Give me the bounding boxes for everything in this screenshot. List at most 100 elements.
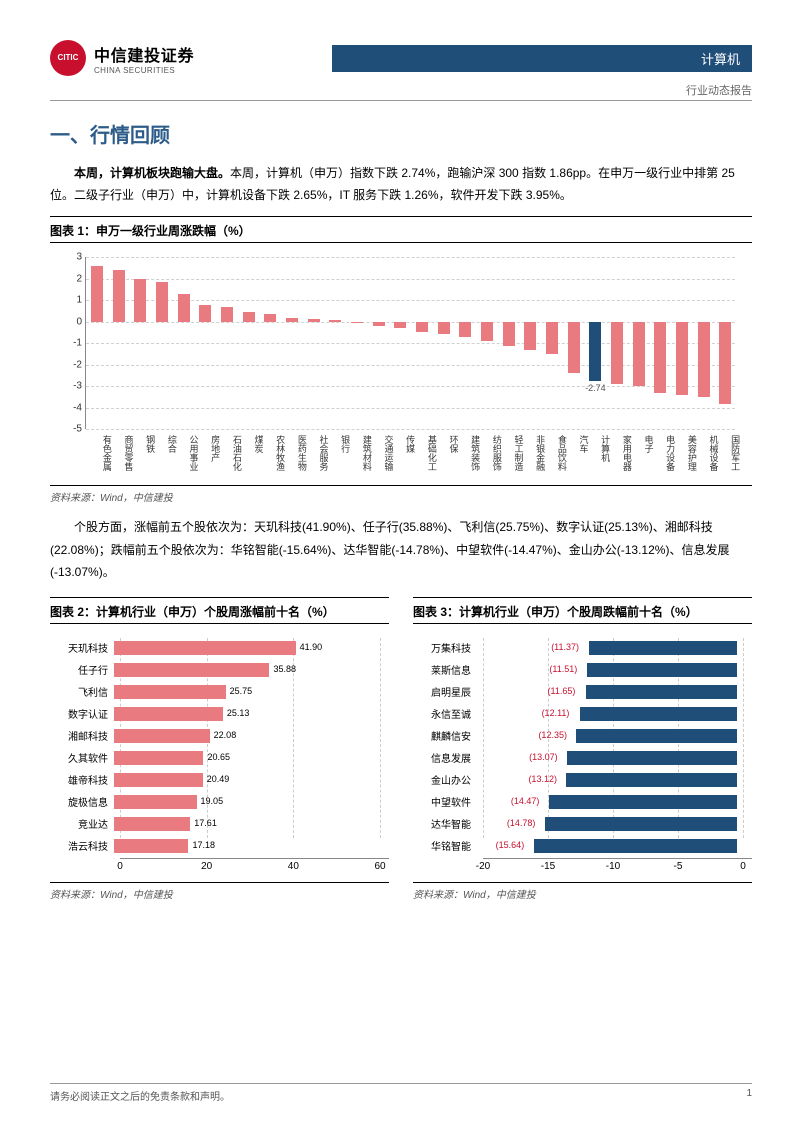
paragraph-2: 个股方面，涨幅前五个股依次为：天玑科技(41.90%)、任子行(35.88%)、… [50,516,752,583]
hchart-label: 信息发展 [413,750,477,765]
hchart-value: 35.88 [273,664,296,674]
hchart-label: 浩云科技 [50,838,114,853]
chart1-bar [676,322,688,395]
chart1-xlabel: 电子 [643,435,656,453]
chart1-bar [416,322,428,332]
chart1-bar [221,307,233,322]
hchart-label: 任子行 [50,662,114,677]
hchart-label: 中望软件 [413,794,477,809]
chart1-xlabel: 汽车 [578,435,591,453]
para1-lead: 本周，计算机板块跑输大盘。 [74,166,230,180]
hchart-label: 永信至诚 [413,706,477,721]
hchart-label: 莱斯信息 [413,662,477,677]
chart1-xlabel: 农林牧渔 [274,435,287,471]
chart3: 万集科技(11.37)莱斯信息(11.51)启明星辰(11.65)永信至诚(12… [413,623,752,878]
hchart-value: (11.65) [548,686,576,696]
chart1-bar [438,322,450,334]
chart3-title: 图表 3：计算机行业（申万）个股周跌幅前十名（%） [413,597,752,623]
hchart-label: 旋极信息 [50,794,114,809]
chart1-bar [351,322,363,323]
hchart-bar [534,839,737,853]
chart1-xlabel: 传媒 [404,435,417,453]
chart1-bar [503,322,515,346]
chart1-bar [481,322,493,341]
hchart-value: (14.47) [511,796,540,806]
chart1-bar [589,322,601,381]
chart1-bar [178,294,190,322]
hchart-bar [114,751,203,765]
chart1-xlabel: 有色金属 [101,435,114,471]
chart1-xlabel: 建筑装饰 [469,435,482,471]
hchart-bar [567,751,737,765]
chart1: -5-4-3-2-10123-2.74有色金属商贸零售钢铁综合公用事业房地产石油… [50,242,752,481]
chart1-bar [633,322,645,387]
logo-text-cn: 中信建投证券 [94,42,194,66]
page-footer: 请务必阅读正文之后的免责条款和声明。 1 [50,1083,752,1103]
chart1-bar [91,266,103,322]
chart1-xlabel: 电力设备 [664,435,677,471]
hchart-label: 华铭智能 [413,838,477,853]
hchart-bar [114,707,223,721]
hchart-value: 25.75 [230,686,253,696]
chart1-xlabel: 商贸零售 [123,435,136,471]
chart1-xlabel: 纺织服饰 [491,435,504,471]
hchart-label: 久其软件 [50,750,114,765]
hchart-bar [576,729,737,743]
chart1-bar [394,322,406,328]
hchart-label: 金山办公 [413,772,477,787]
chart1-xlabel: 非银金融 [534,435,547,471]
chart1-xlabel: 美容护理 [686,435,699,471]
chart1-bar [264,314,276,322]
chart1-bar [459,322,471,337]
chart1-xlabel: 综合 [166,435,179,453]
hchart-value: (12.35) [538,730,567,740]
chart2-source: 资料来源：Wind，中信建投 [50,882,389,901]
hchart-value: 22.08 [214,730,237,740]
chart1-bar [373,322,385,326]
paragraph-1: 本周，计算机板块跑输大盘。本周，计算机（申万）指数下跌 2.74%，跑输沪深 3… [50,162,752,206]
hchart-label: 达华智能 [413,816,477,831]
hchart-value: (14.78) [507,818,536,828]
chart1-xlabel: 石油石化 [231,435,244,471]
chart1-xlabel: 国防军工 [729,435,742,471]
chart2-title: 图表 2：计算机行业（申万）个股周涨幅前十名（%） [50,597,389,623]
chart1-xlabel: 医药生物 [296,435,309,471]
chart1-bar [698,322,710,397]
chart1-xlabel: 社会服务 [318,435,331,471]
disclaimer: 请务必阅读正文之后的免责条款和声明。 [50,1088,230,1103]
chart2: 天玑科技41.90任子行35.88飞利信25.75数字认证25.13湘邮科技22… [50,623,389,878]
chart1-bar [199,305,211,322]
chart1-bar [611,322,623,384]
chart1-bar [308,319,320,322]
hchart-bar [114,773,203,787]
hchart-value: (15.64) [496,840,525,850]
chart1-xlabel: 煤炭 [253,435,266,453]
hchart-label: 麒麟信安 [413,728,477,743]
hchart-value: 20.65 [207,752,230,762]
chart1-xlabel: 计算机 [599,435,612,462]
hchart-bar [589,641,737,655]
report-type: 行业动态报告 [50,82,752,98]
hchart-bar [114,795,197,809]
chart1-title: 图表 1：申万一级行业周涨跌幅（%） [50,216,752,242]
logo-text-en: CHINA SECURITIES [94,66,194,75]
chart1-xlabel: 轻工制造 [513,435,526,471]
hchart-value: 17.61 [194,818,217,828]
chart1-xlabel: 食品饮料 [556,435,569,471]
hchart-label: 启明星辰 [413,684,477,699]
chart1-bar [286,318,298,322]
hchart-value: (11.37) [551,642,579,652]
hchart-bar [549,795,737,809]
chart1-source: 资料来源：Wind，中信建投 [50,485,752,504]
hchart-label: 竞业达 [50,816,114,831]
hchart-bar [114,817,190,831]
hchart-value: 41.90 [300,642,323,652]
hchart-bar [114,685,226,699]
chart1-bar [546,322,558,354]
hchart-label: 湘邮科技 [50,728,114,743]
hchart-value: (12.11) [542,708,570,718]
hchart-bar [587,663,737,677]
hchart-value: (13.07) [529,752,558,762]
chart3-source: 资料来源：Wind，中信建投 [413,882,752,901]
chart1-bar [329,320,341,322]
